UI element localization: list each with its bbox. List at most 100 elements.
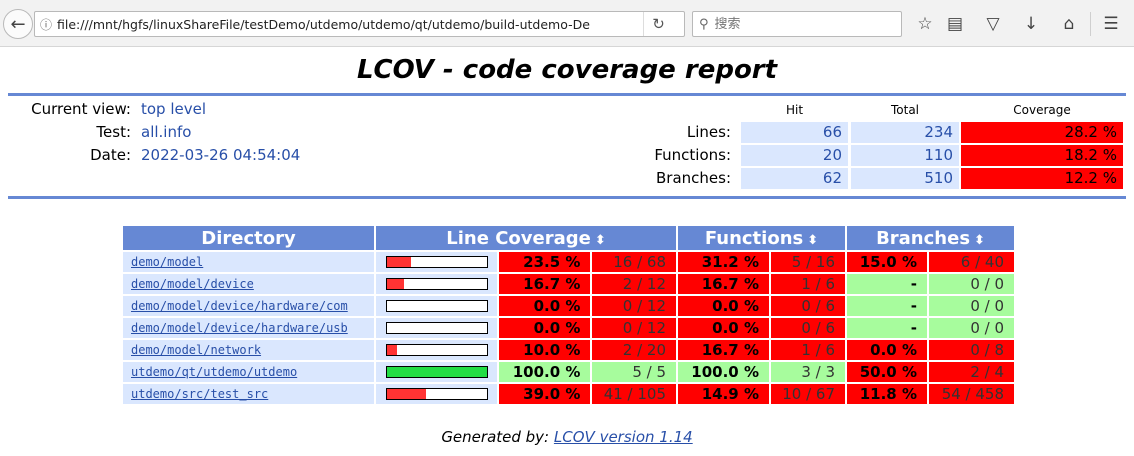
directory-link[interactable]: utdemo/qt/utdemo/utdemo [131, 365, 298, 379]
search-box[interactable]: ⚲ [692, 11, 902, 37]
line-coverage-percent: 39.0 % [498, 384, 591, 404]
coverage-bar-cell [376, 384, 497, 404]
url-text[interactable]: file:///mnt/hgfs/linuxShareFile/testDemo… [57, 16, 590, 32]
branches-percent: 50.0 % [847, 362, 927, 382]
table-row: demo/model/device/hardware/usb 0.0 % 0 / 1… [123, 318, 1014, 338]
line-coverage-count: 2 / 12 [592, 274, 676, 294]
branches-count: 0 / 0 [929, 296, 1014, 316]
branches-percent: - [847, 318, 927, 338]
directory-link[interactable]: demo/model/device/hardware/usb [131, 321, 348, 335]
current-view-value: top level [141, 100, 207, 118]
coverage-bar-fill [387, 345, 397, 355]
coverage-bar-fill [387, 279, 404, 289]
directory-header: Directory [123, 226, 374, 250]
home-icon[interactable]: ⌂ [1063, 14, 1075, 34]
directory-link[interactable]: demo/model/device [131, 277, 254, 291]
info-icon[interactable]: ⓘ [39, 17, 52, 32]
total-header: Total [890, 103, 920, 117]
functions-count: 1 / 6 [771, 274, 845, 294]
functions-count: 3 / 3 [771, 362, 845, 382]
branches-count: 0 / 0 [929, 274, 1014, 294]
coverage-bar [386, 322, 488, 334]
mid-divider [8, 196, 1126, 199]
downloads-icon[interactable]: ↓ [1023, 14, 1039, 34]
current-view-label: Current view: [31, 100, 131, 118]
coverage-bar [386, 344, 488, 356]
branches-count: 54 / 458 [929, 384, 1014, 404]
coverage-bar [386, 366, 488, 378]
coverage-bar [386, 256, 488, 268]
coverage-bar-fill [387, 257, 411, 267]
coverage-bar-fill [387, 367, 487, 377]
line-coverage-count: 0 / 12 [592, 318, 676, 338]
functions-percent: 16.7 % [678, 274, 769, 294]
coverage-bar [386, 278, 488, 290]
branches-count: 2 / 4 [929, 362, 1014, 382]
functions-percent: 14.9 % [678, 384, 769, 404]
branches-percent: - [847, 274, 927, 294]
coverage-bar-cell [376, 252, 497, 272]
branches-label: Branches: [655, 169, 731, 187]
functions-header[interactable]: Functions ⬍ [678, 226, 845, 250]
search-icon: ⚲ [699, 16, 709, 32]
branches-hit: 62 [741, 168, 848, 189]
directory-cell: demo/model/device/hardware/usb [123, 318, 374, 338]
table-row: utdemo/src/test_src 39.0 % 41 / 105 14.9 % 1… [123, 384, 1014, 404]
directory-link[interactable]: demo/model/device/hardware/com [131, 299, 348, 313]
line-coverage-percent: 0.0 % [498, 318, 591, 338]
functions-count: 0 / 6 [771, 318, 845, 338]
back-button[interactable]: ← [3, 9, 33, 39]
lcov-version-link[interactable]: LCOV version 1.14 [553, 428, 693, 446]
coverage-table: Directory Line Coverage ⬍ Functions ⬍ Bran… [121, 224, 1016, 406]
sort-icon[interactable]: ⬍ [974, 232, 985, 248]
directory-link[interactable]: utdemo/src/test_src [131, 387, 269, 401]
line-coverage-count: 0 / 12 [592, 296, 676, 316]
functions-count: 0 / 6 [771, 296, 845, 316]
page-title: LCOV - code coverage report [356, 55, 778, 85]
directory-cell: utdemo/src/test_src [123, 384, 374, 404]
line-coverage-header[interactable]: Line Coverage ⬍ [376, 226, 676, 250]
search-input[interactable] [712, 15, 883, 33]
lines-hit: 66 [741, 122, 848, 143]
branches-count: 6 / 40 [929, 252, 1014, 272]
sort-icon[interactable]: ⬍ [594, 232, 606, 248]
coverage-header: Coverage [1013, 103, 1071, 117]
coverage-bar-cell [376, 340, 497, 360]
pocket-icon[interactable]: ▽ [986, 14, 1000, 34]
date-label: Date: [90, 146, 131, 164]
report-page: LCOV - code coverage report Current view… [0, 55, 1134, 199]
coverage-bar [386, 388, 488, 400]
directory-cell: demo/model/device/hardware/com [123, 296, 374, 316]
sort-icon[interactable]: ⬍ [807, 232, 819, 248]
branches-header[interactable]: Branches ⬍ [847, 226, 1014, 250]
coverage-bar-cell [376, 296, 497, 316]
footer-prefix: Generated by: [441, 428, 550, 446]
line-coverage-percent: 0.0 % [498, 296, 591, 316]
branches-coverage: 12.2 % [961, 168, 1123, 189]
table-row: demo/model/device/hardware/com 0.0 % 0 / 1… [123, 296, 1014, 316]
url-bar[interactable]: ⓘ file:///mnt/hgfs/linuxShareFile/testDe… [34, 11, 685, 37]
date-value: 2022-03-26 04:54:04 [141, 146, 301, 164]
functions-coverage: 18.2 % [961, 145, 1123, 166]
coverage-bar-cell [376, 318, 497, 338]
functions-percent: 0.0 % [678, 296, 769, 316]
functions-count: 5 / 16 [771, 252, 845, 272]
lines-total: 234 [851, 122, 959, 143]
functions-count: 1 / 6 [771, 340, 845, 360]
bookmark-star-icon[interactable]: ☆ [917, 14, 933, 34]
branches-percent: 0.0 % [847, 340, 927, 360]
functions-total: 110 [851, 145, 959, 166]
footer: Generated by: LCOV version 1.14 [0, 428, 1134, 446]
table-row: demo/model/network 10.0 % 2 / 20 16.7 % 1 / … [123, 340, 1014, 360]
line-coverage-percent: 16.7 % [498, 274, 591, 294]
line-coverage-count: 2 / 20 [592, 340, 676, 360]
directory-link[interactable]: demo/model/network [131, 343, 262, 357]
branches-percent: 15.0 % [847, 252, 927, 272]
branches-count: 0 / 8 [929, 340, 1014, 360]
directory-link[interactable]: demo/model [131, 255, 204, 269]
reading-list-icon[interactable]: ▤ [946, 14, 964, 34]
hit-header: Hit [785, 103, 804, 117]
reload-icon[interactable]: ↻ [643, 12, 673, 36]
line-coverage-count: 16 / 68 [592, 252, 676, 272]
menu-icon[interactable]: ☰ [1103, 14, 1119, 34]
